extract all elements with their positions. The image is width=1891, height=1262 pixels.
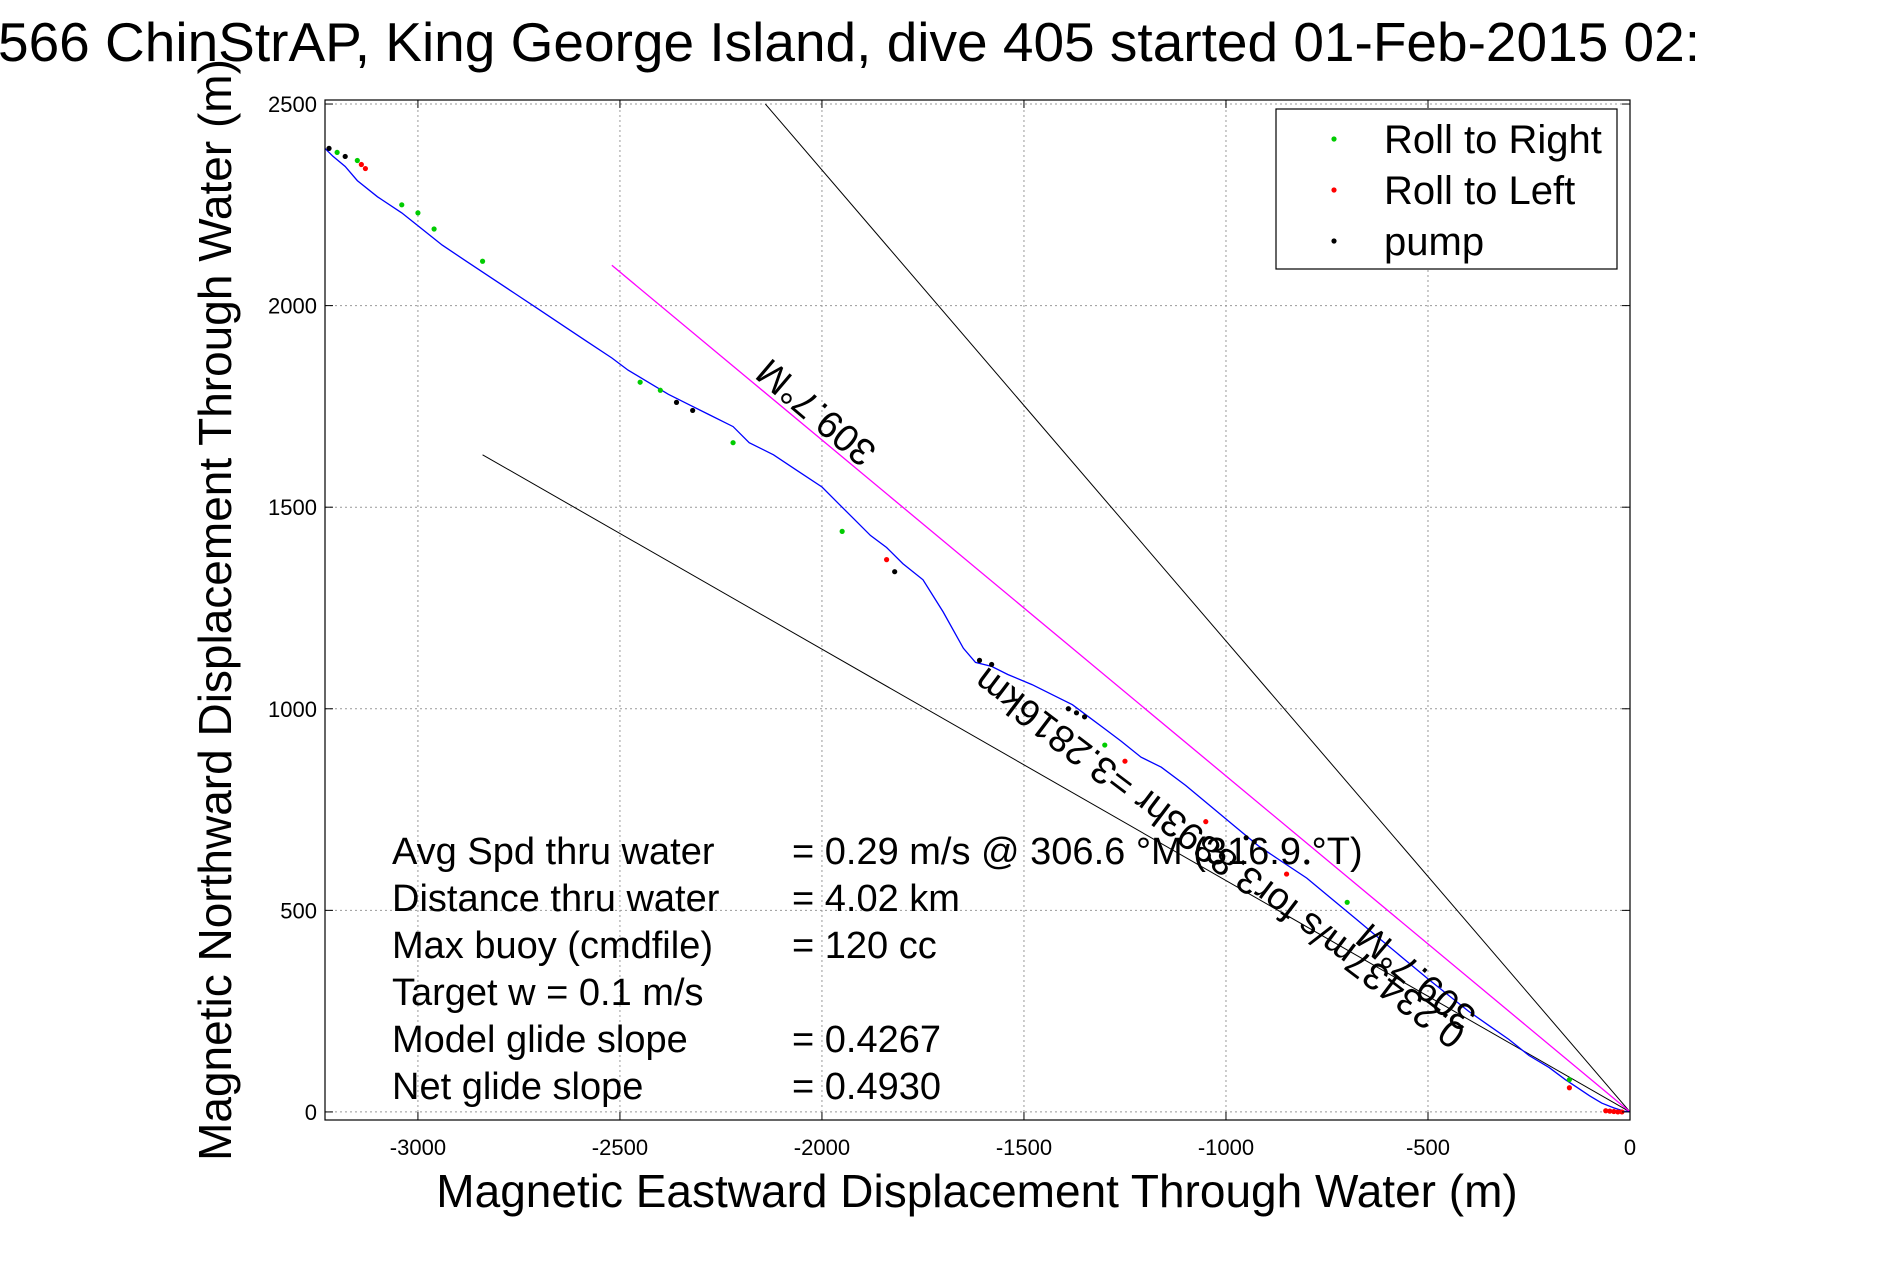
stat-value: = 0.4930 <box>792 1066 941 1108</box>
roll-left-point <box>1122 758 1128 764</box>
track-line <box>324 147 1631 1113</box>
x-tick-label: -1500 <box>996 1135 1052 1160</box>
roll-right-point <box>1102 742 1108 748</box>
stat-value: = 120 cc <box>792 925 937 967</box>
legend-marker <box>1331 238 1337 244</box>
y-tick-label: 1500 <box>268 495 317 520</box>
y-tick-label: 1000 <box>268 697 317 722</box>
stat-label: Avg Spd thru water <box>392 831 715 873</box>
legend-marker <box>1331 136 1337 142</box>
y-tick-label: 2500 <box>268 92 317 117</box>
legend-label: Roll to Right <box>1384 118 1602 162</box>
roll-left-point <box>1619 1109 1625 1115</box>
roll-right-point <box>730 440 736 446</box>
roll-left-point <box>1603 1108 1609 1114</box>
axis-ticks: -3000 -2500 -2000 -1500 -1000 -500 0 0 500 1000 15… <box>268 92 1636 1160</box>
stat-label: Model glide slope <box>392 1019 688 1061</box>
roll-right-point <box>1566 1077 1572 1083</box>
chart-title: 566 ChinStrAP, King George Island, dive … <box>0 11 1700 73</box>
stat-label: Target w = 0.1 m/s <box>392 972 704 1014</box>
x-tick-label: -2500 <box>592 1135 648 1160</box>
x-tick-label: 0 <box>1624 1135 1636 1160</box>
roll-left-point <box>1607 1108 1613 1114</box>
roll-right-point <box>415 210 421 216</box>
pump-point <box>1081 714 1088 720</box>
pump-point <box>976 657 983 663</box>
roll-right-point <box>637 379 643 385</box>
x-tick-label: -500 <box>1406 1135 1450 1160</box>
stat-label: Distance thru water <box>392 878 720 920</box>
roll-right-point <box>334 149 340 156</box>
roll-right-point <box>431 226 437 232</box>
guide-line <box>765 103 1631 1113</box>
roll-left-point <box>883 557 890 563</box>
pump-point <box>1065 706 1072 712</box>
pump-point <box>1243 835 1249 841</box>
pump-point <box>673 399 680 405</box>
roll-left-point <box>1615 1109 1621 1115</box>
pump-point <box>690 407 696 414</box>
heading-label: 309.7°M <box>749 350 884 474</box>
legend: Roll to Right Roll to Left pump <box>1275 108 1618 270</box>
guide-lines <box>482 103 1631 1113</box>
x-tick-label: -2000 <box>794 1135 850 1160</box>
pump-point <box>342 153 348 160</box>
pump-point <box>989 661 995 668</box>
roll-left-point <box>1283 871 1290 877</box>
roll-right-point <box>479 258 486 264</box>
roll-right-point <box>399 202 405 208</box>
stat-label: Net glide slope <box>392 1066 643 1108</box>
roll-left-point <box>1611 1108 1617 1115</box>
stat-value: = 4.02 km <box>792 878 960 920</box>
roll-left-point <box>358 161 364 168</box>
pump-point <box>1073 710 1080 716</box>
y-tick-label: 2000 <box>268 294 317 319</box>
y-tick-label: 0 <box>305 1100 317 1125</box>
roll-right-point <box>1344 899 1350 905</box>
heading-line <box>611 264 1631 1113</box>
stat-value: = 0.4267 <box>792 1019 941 1061</box>
roll-right-point <box>657 387 663 393</box>
x-axis-label: Magnetic Eastward Displacement Through W… <box>436 1165 1517 1217</box>
roll-left-point <box>362 165 369 172</box>
x-tick-label: -1000 <box>1198 1135 1254 1160</box>
pump-point <box>892 569 898 575</box>
stat-value: = 0.29 m/s @ 306.6 °M (316.9 °T) <box>792 831 1363 873</box>
legend-label: Roll to Left <box>1384 169 1575 213</box>
pump-point <box>326 145 332 151</box>
markers <box>326 145 1625 1115</box>
x-tick-label: -3000 <box>390 1135 446 1160</box>
roll-left-point <box>1566 1085 1572 1091</box>
roll-left-point <box>1203 819 1209 825</box>
pump-point <box>1251 839 1257 845</box>
legend-label: pump <box>1384 220 1484 264</box>
track-series <box>324 147 1631 1113</box>
legend-marker <box>1331 187 1337 193</box>
plot-frame <box>324 99 1631 1121</box>
roll-right-point <box>354 157 360 164</box>
y-axis-label: Magnetic Northward Displacement Through … <box>189 59 241 1161</box>
stats-block: Avg Spd thru water = 0.29 m/s @ 306.6 °M … <box>392 831 1363 1108</box>
y-tick-label: 500 <box>280 898 317 923</box>
roll-right-point <box>839 528 845 534</box>
stat-label: Max buoy (cmdfile) <box>392 925 713 967</box>
guide-line <box>482 454 1631 1113</box>
pump-point <box>1304 859 1310 865</box>
